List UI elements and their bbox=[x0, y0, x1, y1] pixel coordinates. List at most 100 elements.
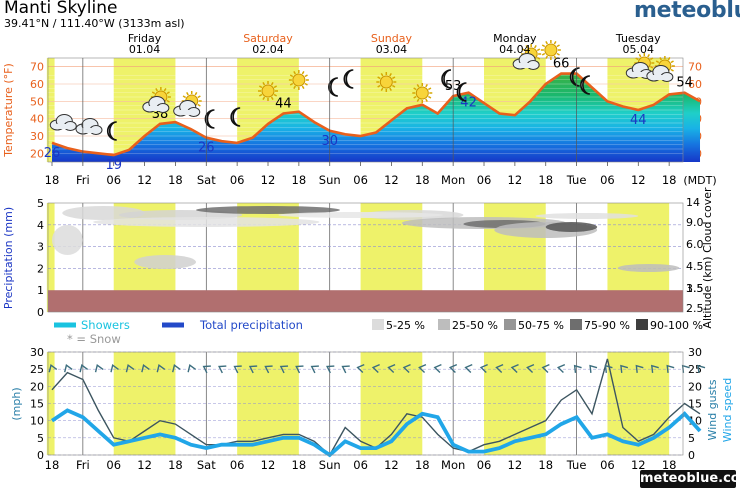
wind-ytick-right: 0 bbox=[688, 449, 695, 462]
wind-ytick-left: 20 bbox=[30, 380, 44, 393]
temp-ytick-left: 70 bbox=[30, 61, 44, 74]
wind-direction-arrow bbox=[64, 363, 73, 373]
moon-icon bbox=[456, 82, 467, 102]
time-tick-label: Sat bbox=[197, 173, 216, 187]
wind-direction-arrow bbox=[635, 364, 644, 373]
day-date-4: 05.04 bbox=[623, 43, 655, 56]
time-tick-label: 12 bbox=[384, 173, 399, 187]
wind-direction-arrow bbox=[573, 364, 582, 373]
wind-ytick-right: 30 bbox=[688, 346, 702, 359]
wind-direction-arrow bbox=[620, 364, 629, 373]
temperature-line bbox=[51, 72, 701, 157]
wind-time-tick-label: 06 bbox=[230, 458, 245, 472]
wind-direction-arrow bbox=[295, 365, 304, 374]
temp-label-low-0: 26 bbox=[44, 146, 61, 161]
day-name-3: Monday bbox=[493, 32, 537, 45]
time-tick-label: 12 bbox=[508, 173, 523, 187]
wind-time-tick-label: 12 bbox=[508, 458, 523, 472]
time-tick-label: 12 bbox=[137, 173, 152, 187]
wind-ytick-right: 10 bbox=[688, 415, 702, 428]
cloud-cover-blob bbox=[535, 213, 639, 219]
wind-time-tick-label: 18 bbox=[415, 458, 430, 472]
altitude-axis-label: Altitude (km) Cloud cover bbox=[701, 187, 714, 329]
wind-axis-label: (mph) bbox=[10, 387, 23, 420]
wind-direction-arrow bbox=[418, 363, 427, 373]
wind-direction-arrow bbox=[541, 363, 550, 373]
sun-icon bbox=[288, 70, 309, 90]
temp-ytick-right: 70 bbox=[688, 61, 702, 74]
cloud-cover-blob bbox=[545, 222, 598, 232]
altitude-tick: 2.5 bbox=[686, 302, 704, 315]
wind-direction-arrow bbox=[526, 363, 535, 373]
wind-time-tick-label: 06 bbox=[106, 458, 121, 472]
cloud-cover-blob bbox=[278, 212, 443, 218]
cloud-icon bbox=[75, 118, 103, 135]
cloud-icon bbox=[49, 114, 77, 131]
wind-direction-arrow bbox=[326, 365, 335, 374]
wind-direction-arrow bbox=[172, 363, 181, 373]
time-tick-label: Tue bbox=[566, 173, 587, 187]
wind-ytick-left: 25 bbox=[30, 363, 44, 376]
sun-icon bbox=[412, 83, 433, 103]
time-tick-label: 12 bbox=[631, 173, 646, 187]
wind-direction-arrow bbox=[479, 363, 488, 373]
temp-ytick-left: 40 bbox=[30, 113, 44, 126]
precip-ytick: 5 bbox=[37, 197, 44, 210]
temp-frame bbox=[47, 57, 684, 163]
moon-icon bbox=[569, 67, 580, 87]
cloud-legend-swatch-2 bbox=[504, 319, 516, 330]
cloud-cover-blob bbox=[617, 264, 680, 272]
wind-time-tick-label: 06 bbox=[353, 458, 368, 472]
time-tick-label: 18 bbox=[45, 173, 60, 187]
cloud-legend-label-2: 50-75 % bbox=[518, 319, 564, 332]
cloud-icon bbox=[646, 65, 674, 82]
day-date-1: 02.04 bbox=[252, 43, 284, 56]
cloud-legend-swatch-4 bbox=[636, 319, 648, 330]
wind-direction-arrow bbox=[433, 363, 442, 373]
wind-direction-arrow bbox=[141, 363, 150, 373]
cloud-icon bbox=[142, 96, 170, 113]
altitude-tick: 9.0 bbox=[686, 216, 704, 229]
wind-direction-arrow bbox=[604, 364, 613, 373]
temp-label-high-8: 66 bbox=[553, 57, 570, 72]
precip-ytick: 4 bbox=[37, 219, 44, 232]
cloud-legend-swatch-3 bbox=[570, 319, 582, 330]
wind-time-tick-label: Sun bbox=[319, 458, 341, 472]
legend-showers: Showers bbox=[81, 318, 130, 332]
cloud-icon bbox=[173, 100, 201, 117]
altitude-tick: 3.5 bbox=[686, 282, 704, 295]
day-name-1: Saturday bbox=[243, 32, 293, 45]
precip-band bbox=[48, 290, 683, 312]
wind-direction-arrow bbox=[125, 363, 135, 373]
precip-axis-label: Precipitation (mm) bbox=[2, 207, 15, 309]
moon-icon bbox=[106, 121, 117, 141]
wind-direction-arrow bbox=[341, 365, 350, 374]
cloud-cover-blob bbox=[134, 255, 197, 269]
temp-ytick-left: 20 bbox=[30, 147, 44, 160]
brand-link[interactable]: meteoblue.com bbox=[640, 470, 740, 488]
moon-icon bbox=[343, 69, 354, 89]
cloud-legend-swatch-0 bbox=[372, 319, 384, 330]
wind-time-tick-label: 18 bbox=[168, 458, 183, 472]
time-tick-label: Sun bbox=[319, 173, 341, 187]
time-tick-label: 18 bbox=[292, 173, 307, 187]
wind-direction-arrow bbox=[495, 363, 504, 373]
time-tick-label: Mon bbox=[441, 173, 465, 187]
time-tick-label: 06 bbox=[230, 173, 245, 187]
daylight-band-start-0 bbox=[46, 58, 55, 162]
wind-direction-arrow bbox=[650, 364, 659, 373]
wind-time-tick-label: 06 bbox=[477, 458, 492, 472]
brand-logo[interactable]: meteoblue bbox=[634, 0, 740, 23]
temp-label-high-4: 44 bbox=[275, 96, 292, 111]
wind-direction-arrow bbox=[48, 363, 58, 373]
cloud-legend-label-1: 25-50 % bbox=[452, 319, 498, 332]
day-date-3: 04.04 bbox=[499, 43, 531, 56]
wind-direction-arrow bbox=[387, 363, 396, 373]
day-name-2: Sunday bbox=[371, 32, 413, 45]
time-tick-label: 18 bbox=[662, 173, 677, 187]
moon-icon bbox=[580, 75, 590, 95]
wind-ytick-right: 5 bbox=[688, 432, 695, 445]
cloud-legend-label-3: 75-90 % bbox=[584, 319, 630, 332]
wind-ytick-left: 15 bbox=[30, 398, 44, 411]
cloud-cover-blob bbox=[93, 217, 320, 227]
